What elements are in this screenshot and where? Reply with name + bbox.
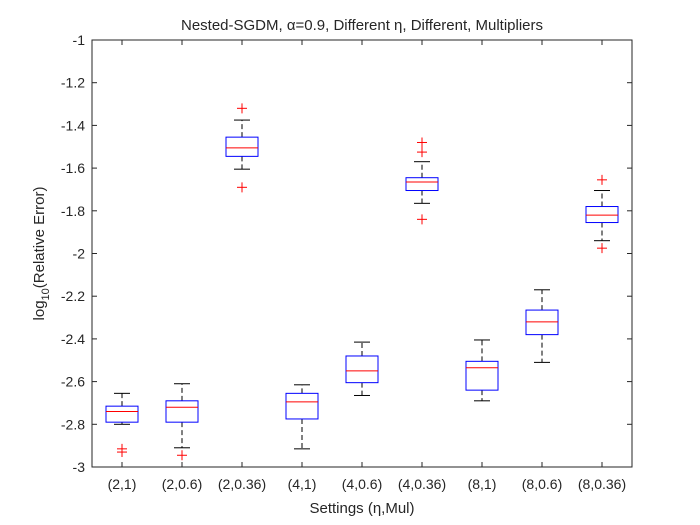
y-tick-label: -3 <box>73 459 86 475</box>
box-group <box>225 103 259 193</box>
y-tick-label: -1.4 <box>61 117 85 133</box>
outlier-marker <box>237 182 247 193</box>
iqr-box <box>345 355 379 384</box>
outlier-marker <box>417 137 427 148</box>
x-tick-label: (4,1) <box>288 476 317 492</box>
outlier-marker <box>597 243 607 254</box>
x-tick-label: (4,0.6) <box>342 476 382 492</box>
y-tick-label: -1.2 <box>61 75 85 91</box>
y-axis-label: log10(Relative Error) <box>31 187 52 321</box>
y-tick-label: -2.8 <box>61 416 85 432</box>
box-group <box>165 383 199 461</box>
y-axis-label-subscript: 10 <box>40 288 52 300</box>
x-tick-label: (8,0.36) <box>578 476 626 492</box>
y-tick-label: -2.6 <box>61 374 85 390</box>
iqr-box <box>465 360 499 391</box>
boxplot-series <box>105 103 619 461</box>
x-axis: (2,1) (2,0.6) (2,0.36) (4,1) (4,0.6) (4,0.36)… <box>108 40 626 492</box>
y-tick-label: -2 <box>73 246 86 262</box>
box-group <box>585 174 619 254</box>
box-group <box>405 137 439 225</box>
chart-title: Nested-SGDM, α=0.9, Different η, Differe… <box>181 17 543 34</box>
y-axis-label-rest: (Relative Error) <box>31 187 48 289</box>
iqr-box <box>165 400 199 423</box>
iqr-box <box>585 206 619 224</box>
box-group <box>345 341 379 396</box>
y-tick-label: -1 <box>73 32 86 48</box>
plot-area <box>91 39 633 468</box>
iqr-box <box>525 309 559 336</box>
outlier-marker <box>597 174 607 185</box>
iqr-box <box>405 177 439 192</box>
iqr-box <box>105 405 139 423</box>
x-tick-label: (4,0.36) <box>398 476 446 492</box>
outlier-marker <box>237 103 247 114</box>
y-tick-label: -1.8 <box>61 203 85 219</box>
y-axis: -3 -2.8 -2.6 -2.4 -2.2 -2 -1.8 -1.6 -1.4 -1.2 -1 <box>61 32 632 475</box>
outlier-marker <box>177 450 187 461</box>
iqr-box <box>225 136 259 157</box>
x-tick-label: (2,0.6) <box>162 476 202 492</box>
y-tick-label: -1.6 <box>61 160 85 176</box>
box-group <box>525 289 559 363</box>
x-tick-label: (8,0.6) <box>522 476 562 492</box>
x-tick-label: (8,1) <box>468 476 497 492</box>
y-tick-label: -2.4 <box>61 331 85 347</box>
x-tick-label: (2,1) <box>108 476 137 492</box>
box-group <box>105 392 139 458</box>
x-axis-label: Settings (η,Mul) <box>309 500 414 517</box>
outlier-marker <box>417 147 427 158</box>
box-group <box>285 384 319 450</box>
outlier-marker <box>417 214 427 225</box>
box-group <box>465 339 499 402</box>
outlier-marker <box>117 447 127 458</box>
x-tick-label: (2,0.36) <box>218 476 266 492</box>
y-axis-label-base: log <box>31 300 48 320</box>
y-tick-label: -2.2 <box>61 288 85 304</box>
iqr-box <box>285 392 319 420</box>
